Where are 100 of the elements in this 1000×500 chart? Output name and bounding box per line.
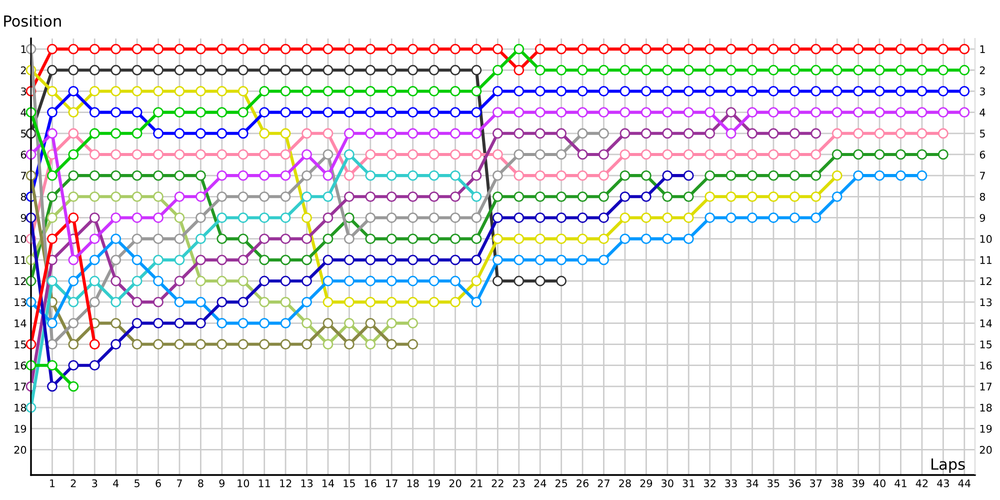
- y-tick-label: 20: [14, 446, 26, 454]
- point: [153, 318, 164, 328]
- point: [89, 191, 100, 202]
- point: [768, 44, 779, 54]
- point: [640, 44, 652, 54]
- point: [280, 149, 291, 160]
- x-tick-label: 10: [238, 479, 250, 488]
- point: [874, 64, 885, 76]
- point: [344, 64, 354, 76]
- x-tick-label: 6: [156, 479, 161, 488]
- point: [408, 191, 418, 202]
- point: [365, 128, 376, 139]
- point: [322, 296, 334, 308]
- point: [428, 234, 440, 244]
- point: [853, 86, 864, 96]
- point: [683, 44, 694, 54]
- point: [47, 318, 58, 328]
- point: [68, 254, 79, 266]
- point: [110, 128, 122, 139]
- y-tick-label: 5: [21, 130, 26, 138]
- point: [68, 128, 79, 139]
- point: [302, 254, 312, 266]
- point: [68, 212, 79, 223]
- point: [365, 318, 376, 328]
- point: [768, 212, 779, 223]
- y-tick-label: 12: [14, 277, 26, 285]
- point: [514, 234, 524, 244]
- point: [89, 254, 100, 266]
- point: [640, 149, 652, 160]
- point: [408, 149, 418, 160]
- point: [110, 296, 122, 308]
- y2-tick-label: 11: [980, 256, 992, 264]
- y-tick-label: 15: [14, 340, 26, 348]
- point: [238, 86, 248, 96]
- point: [492, 234, 503, 244]
- point: [322, 86, 334, 96]
- point: [789, 170, 800, 181]
- point: [408, 276, 418, 286]
- point: [365, 107, 376, 118]
- point: [196, 191, 206, 202]
- y-tick-label: 2: [20, 66, 26, 74]
- point: [259, 296, 270, 308]
- point: [514, 149, 524, 160]
- point: [662, 86, 673, 96]
- point: [153, 64, 164, 76]
- point: [344, 107, 354, 118]
- point: [408, 234, 418, 244]
- point: [174, 170, 185, 181]
- point: [534, 149, 546, 160]
- point: [747, 128, 758, 139]
- point: [620, 128, 630, 139]
- point: [747, 191, 758, 202]
- point: [110, 107, 122, 118]
- point: [68, 339, 79, 350]
- point: [280, 86, 291, 96]
- point: [196, 212, 206, 223]
- point: [322, 254, 334, 266]
- point: [662, 128, 673, 139]
- x-tick-label: 3: [92, 479, 98, 488]
- point: [514, 212, 524, 223]
- point: [471, 149, 482, 160]
- point: [153, 170, 164, 181]
- point: [556, 149, 567, 160]
- point: [302, 149, 312, 160]
- point: [874, 128, 885, 139]
- point: [89, 128, 100, 139]
- point: [216, 318, 228, 328]
- point: [196, 128, 206, 139]
- point: [640, 234, 652, 244]
- point: [89, 64, 100, 76]
- point: [238, 234, 248, 244]
- point: [196, 107, 206, 118]
- point: [196, 339, 206, 350]
- point: [110, 86, 122, 96]
- point: [216, 212, 228, 223]
- point: [789, 191, 800, 202]
- point: [68, 44, 79, 54]
- point: [153, 339, 164, 350]
- point: [810, 128, 822, 139]
- point: [216, 44, 228, 54]
- point: [302, 128, 312, 139]
- point: [620, 170, 630, 181]
- point: [132, 170, 142, 181]
- point: [896, 107, 906, 118]
- point: [704, 191, 716, 202]
- point: [896, 86, 906, 96]
- y-tick-label: 4: [20, 108, 26, 116]
- point: [153, 149, 164, 160]
- y-tick-label: 11: [14, 256, 26, 264]
- x-tick-label: 43: [937, 479, 949, 488]
- point: [408, 64, 418, 76]
- point: [534, 128, 546, 139]
- y-tick-label: 10: [14, 235, 26, 243]
- point: [132, 234, 142, 244]
- point: [302, 191, 312, 202]
- point: [68, 296, 79, 308]
- point: [132, 276, 142, 286]
- x-tick-label: 42: [916, 479, 928, 488]
- point: [853, 64, 864, 76]
- point: [408, 296, 418, 308]
